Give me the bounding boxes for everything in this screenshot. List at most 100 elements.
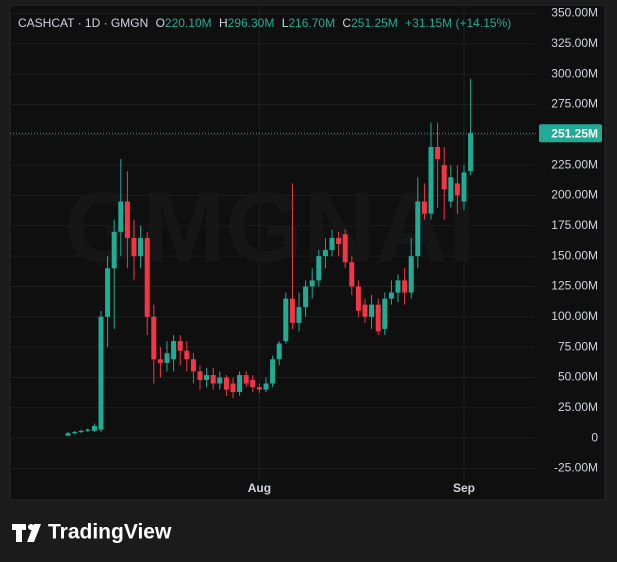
y-tick-label: -25.00M [554,461,598,475]
candle-body [105,268,111,317]
y-tick-label: 25.00M [558,400,598,414]
candle-body [369,304,375,317]
candle-body [250,379,256,388]
candle-body [223,377,229,390]
candle-body [98,316,104,430]
candle-body [415,201,421,257]
candle-body [441,165,447,190]
watermark: GMGNAI [64,171,475,283]
candle-body [329,237,335,251]
candle-body [72,432,78,434]
candle-body [197,371,203,380]
high-value: 296.30M [228,16,275,30]
y-tick-label: 100.00M [551,309,598,323]
candle-body [461,172,467,202]
candle-body [190,359,196,372]
candle-body [276,343,282,360]
y-tick-label: 175.00M [551,218,598,232]
brand-logo [12,524,41,542]
candle-body [164,353,170,363]
candle-body [91,425,97,431]
close-label: C [342,16,351,30]
candle-body [362,304,368,317]
x-tick-label: Sep [453,481,475,495]
symbol: CASHCAT · 1D · GMGN [18,16,148,30]
ohlc-legend: CASHCAT · 1D · GMGN O220.10M H296.30M L2… [18,16,511,30]
y-tick-label: 300.00M [551,66,598,80]
brand-name: TradingView [48,521,172,544]
candle-body [388,292,394,299]
candle-body [349,262,355,287]
candle-body [454,183,460,196]
candle-body [124,201,130,238]
candle-body [303,286,309,308]
candle-body [428,146,434,214]
y-tick-label: 125.00M [551,279,598,293]
candle-body [435,146,441,160]
candle-body [342,234,348,263]
candle-body [316,256,322,281]
y-tick-label: 50.00M [558,370,598,384]
candle-body [243,375,249,384]
grid [10,5,535,480]
y-tick-label: 275.00M [551,97,598,111]
open-label: O [156,16,165,30]
low-value: 216.70M [288,16,335,30]
chart-panel [9,4,606,501]
candle-body [138,237,144,257]
candle-body [85,429,91,431]
y-tick-label: 0 [591,430,598,444]
candle-body [256,387,262,390]
candle-body [263,383,269,390]
candle-body [184,350,190,360]
candle-body [217,377,223,384]
candle-body [336,237,342,245]
y-tick-label: 75.00M [558,339,598,353]
candle-body [118,201,124,232]
open-value: 220.10M [165,16,212,30]
close-value: 251.25M [351,16,398,30]
candle-body [177,341,183,351]
candle-body [157,359,163,363]
candle-body [78,430,84,433]
x-tick-label: Aug [248,481,271,495]
candle-body [408,256,414,293]
candle-body [230,383,236,393]
y-tick-label: 225.00M [551,157,598,171]
low-label: L [282,16,289,30]
change-value: +31.15M (+14.15%) [405,16,511,30]
candle-body [382,298,388,329]
last-price-tag [539,124,602,143]
candle-body [309,280,315,287]
candle-body [204,375,210,380]
candle-body [210,375,216,384]
last-price-label: 251.25M [551,126,598,140]
candle-body [131,237,137,257]
candle-body [237,375,243,393]
candle-body [296,307,302,323]
candle-body [111,231,117,269]
candle-body [270,359,276,384]
candle-body [289,298,295,323]
high-label: H [219,16,228,30]
candle-body [468,133,474,172]
y-tick-label: 350.00M [551,6,598,20]
y-tick-label: 150.00M [551,248,598,262]
candle-body [375,304,381,332]
candle-body [322,250,328,257]
y-tick-label: 325.00M [551,36,598,50]
candle-body [448,177,454,202]
plot [10,78,538,436]
candle-body [395,280,401,293]
candle-body [421,201,427,214]
candle-body [355,286,361,311]
candle-body [402,280,408,293]
candle-body [151,316,157,360]
y-tick-label: 200.00M [551,188,598,202]
candle-body [65,433,71,436]
candle-body [171,341,177,360]
candle-body [144,237,150,317]
candle-body [283,298,289,342]
